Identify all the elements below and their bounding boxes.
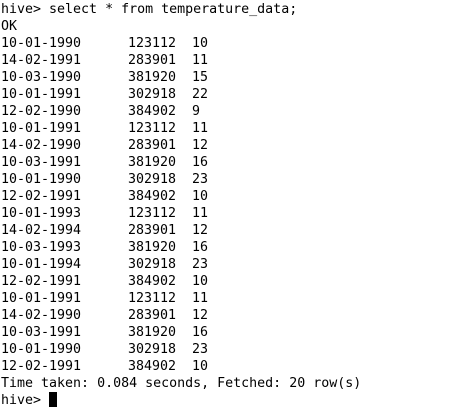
cell: 16 (192, 155, 209, 170)
prompt: hive> (1, 2, 42, 17)
cell: 123112 (128, 36, 177, 51)
cell: 9 (192, 104, 201, 119)
cell: 14-02-1990 (1, 308, 82, 323)
cell: 10-03-1990 (1, 70, 82, 85)
prompt: hive> (1, 393, 42, 408)
cell: 384902 (128, 359, 177, 374)
cell: 22 (192, 87, 209, 102)
cell: 12-02-1991 (1, 359, 82, 374)
cell: 384902 (128, 274, 177, 289)
cell: 302918 (128, 257, 177, 272)
cell: 23 (192, 257, 209, 272)
cell: 10-03-1991 (1, 155, 82, 170)
cell: 302918 (128, 342, 177, 357)
cell: 10-01-1993 (1, 206, 82, 221)
cell: 123112 (128, 206, 177, 221)
cell: 283901 (128, 53, 177, 68)
cell: 10-03-1991 (1, 325, 82, 340)
cell: 12 (192, 138, 209, 153)
cell: 10-01-1990 (1, 342, 82, 357)
cell: 302918 (128, 87, 177, 102)
cell: 16 (192, 240, 209, 255)
cell: 12 (192, 223, 209, 238)
cell: 11 (192, 53, 209, 68)
cell: 11 (192, 121, 209, 136)
cell: 10-03-1993 (1, 240, 82, 255)
cell: 381920 (128, 155, 177, 170)
cell: 10-01-1991 (1, 291, 82, 306)
cell: 12-02-1990 (1, 104, 82, 119)
cell: 14-02-1991 (1, 53, 82, 68)
cell: 10 (192, 359, 209, 374)
cell: 123112 (128, 291, 177, 306)
cell: 10-01-1991 (1, 121, 82, 136)
summary: Time taken: 0.084 seconds, Fetched: 20 r… (1, 376, 362, 391)
cell: 10-01-1990 (1, 172, 82, 187)
command-line: hive> select * from temperature_data; (1, 1, 297, 18)
cell: 11 (192, 206, 209, 221)
cell: 10-01-1991 (1, 87, 82, 102)
cell: 283901 (128, 308, 177, 323)
prompt-line[interactable]: hive> (1, 392, 58, 409)
cell: 10 (192, 36, 209, 51)
cell: 15 (192, 70, 209, 85)
cell: 16 (192, 325, 209, 340)
cell: 381920 (128, 70, 177, 85)
cell: 384902 (128, 189, 177, 204)
cell: 384902 (128, 104, 177, 119)
cell: 283901 (128, 138, 177, 153)
cursor (49, 392, 58, 407)
cell: 12-02-1991 (1, 274, 82, 289)
cell: 12 (192, 308, 209, 323)
cell: 10-01-1990 (1, 36, 82, 51)
cell: 14-02-1990 (1, 138, 82, 153)
cell: 10-01-1994 (1, 257, 82, 272)
command: select * from temperature_data; (49, 2, 298, 17)
cell: 10 (192, 189, 209, 204)
cell: 302918 (128, 172, 177, 187)
cell: 123112 (128, 121, 177, 136)
cell: 10 (192, 274, 209, 289)
status: OK (1, 19, 18, 34)
cell: 11 (192, 291, 209, 306)
cell: 381920 (128, 325, 177, 340)
cell: 23 (192, 342, 209, 357)
cell: 381920 (128, 240, 177, 255)
cell: 23 (192, 172, 209, 187)
cell: 12-02-1991 (1, 189, 82, 204)
cell: 283901 (128, 223, 177, 238)
cell: 14-02-1994 (1, 223, 82, 238)
